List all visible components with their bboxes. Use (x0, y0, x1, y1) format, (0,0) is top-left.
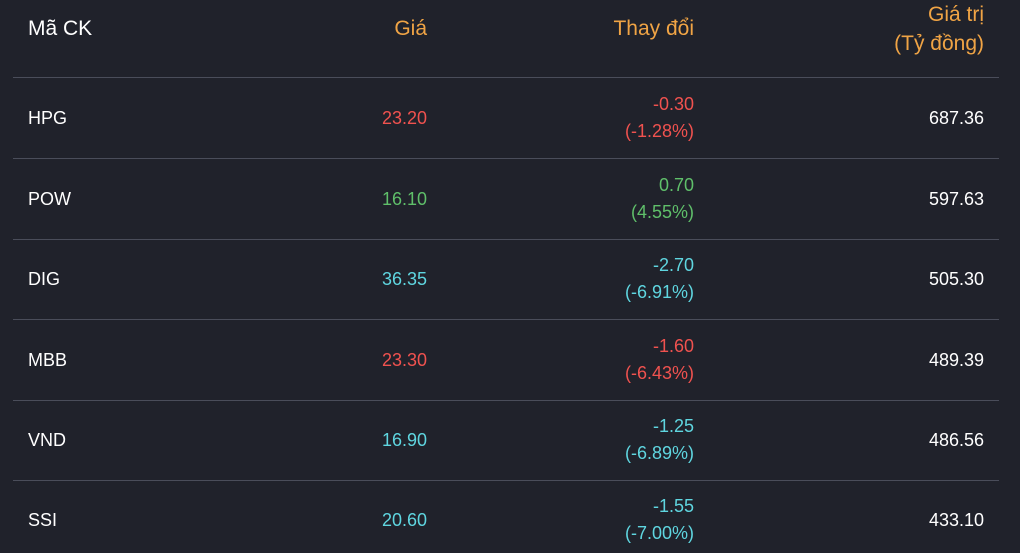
header-symbol: Mã CK (28, 17, 93, 40)
table-row[interactable]: DIG 36.35 -2.70 (-6.91%) 505.30 (13, 239, 999, 320)
row-change-value: 0.70 (658, 175, 694, 195)
row-symbol: POW (28, 189, 71, 209)
row-change: -0.30 (-1.28%) (625, 91, 694, 145)
header-value-line2: (Tỷ đồng) (894, 32, 984, 55)
header-value-line1: Giá trị (927, 3, 984, 26)
row-price: 23.30 (381, 350, 427, 370)
row-change-value: -1.25 (652, 416, 694, 436)
row-symbol: DIG (28, 269, 61, 289)
row-value: 489.39 (928, 350, 984, 370)
header-price: Giá (394, 17, 427, 40)
row-change: -1.25 (-6.89%) (625, 413, 694, 467)
table-header: Mã CK Giá Thay đổi Giá trị (Tỷ đồng) (13, 0, 999, 78)
row-change-percent: (-7.00%) (624, 523, 694, 543)
row-value: 597.63 (928, 189, 984, 209)
row-change: 0.70 (4.55%) (631, 172, 694, 226)
row-value: 687.36 (928, 108, 984, 128)
row-change-percent: (-6.89%) (624, 443, 694, 463)
table-row[interactable]: POW 16.10 0.70 (4.55%) 597.63 (13, 159, 999, 240)
row-price: 23.20 (381, 108, 427, 128)
row-change-value: -1.55 (652, 496, 694, 516)
table-row[interactable]: SSI 20.60 -1.55 (-7.00%) 433.10 (13, 480, 999, 553)
row-change: -1.55 (-7.00%) (625, 493, 694, 547)
row-price: 16.90 (381, 430, 427, 450)
row-change-value: -0.30 (652, 94, 694, 114)
row-price: 20.60 (381, 510, 427, 530)
row-value: 505.30 (928, 269, 984, 289)
header-value: Giá trị (Tỷ đồng) (894, 0, 984, 58)
row-change-value: -2.70 (652, 255, 694, 275)
table-row[interactable]: MBB 23.30 -1.60 (-6.43%) 489.39 (13, 320, 999, 401)
header-change: Thay đổi (613, 17, 694, 40)
row-value: 433.10 (928, 510, 984, 530)
row-price: 36.35 (381, 269, 427, 289)
row-symbol: HPG (28, 108, 68, 128)
row-symbol: MBB (28, 350, 68, 370)
row-price: 16.10 (381, 189, 427, 209)
row-symbol: VND (28, 430, 67, 450)
row-change-percent: (-6.91%) (624, 282, 694, 302)
row-change-percent: (4.55%) (630, 202, 694, 222)
row-change-percent: (-6.43%) (624, 363, 694, 383)
row-change: -2.70 (-6.91%) (625, 252, 694, 306)
row-change: -1.60 (-6.43%) (625, 333, 694, 387)
row-value: 486.56 (928, 430, 984, 450)
table-row[interactable]: VND 16.90 -1.25 (-6.89%) 486.56 (13, 400, 999, 481)
table-row[interactable]: HPG 23.20 -0.30 (-1.28%) 687.36 (13, 78, 999, 159)
row-change-value: -1.60 (652, 336, 694, 356)
row-symbol: SSI (28, 510, 58, 530)
row-change-percent: (-1.28%) (624, 121, 694, 141)
